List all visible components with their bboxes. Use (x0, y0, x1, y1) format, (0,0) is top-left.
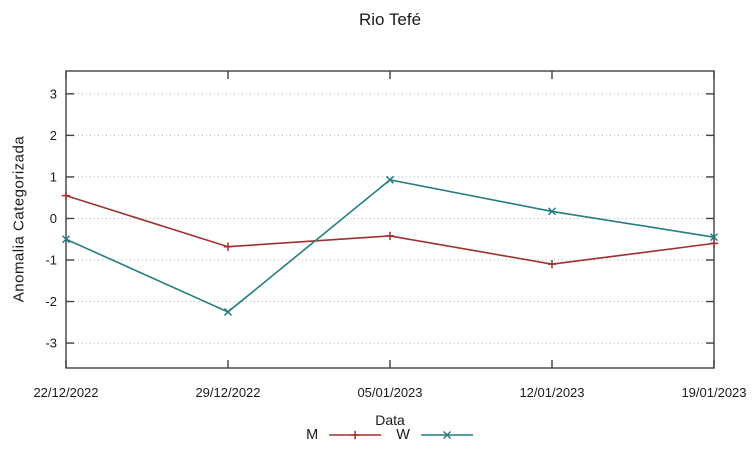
cross-marker-w (547, 207, 557, 216)
cross-line-sample-icon (420, 430, 473, 440)
y-tick-label: -2 (45, 294, 57, 309)
legend-label: M (306, 427, 319, 443)
cross-marker-w (709, 233, 719, 242)
x-tick-label: 12/01/2023 (519, 385, 584, 400)
x-tick-label: 19/01/2023 (681, 385, 746, 400)
series-line-w (65, 178, 715, 313)
series-line-m (65, 194, 715, 265)
x-tick-label: 29/12/2022 (195, 385, 260, 400)
y-tick-label: -1 (45, 253, 57, 268)
plus-marker-m (61, 191, 71, 200)
plus-marker-m (385, 231, 395, 241)
x-axis-label: Data (375, 412, 405, 428)
cross-marker-w (385, 175, 395, 184)
chart-title: Rio Tefé (358, 10, 422, 29)
legend-label: W (396, 427, 410, 443)
y-tick-label: 1 (50, 169, 57, 184)
y-tick-label: 0 (50, 211, 57, 226)
plus-marker-m (223, 242, 233, 251)
x-tick-label: 05/01/2023 (357, 385, 422, 400)
legend-entry-m: M (306, 428, 382, 442)
y-tick-label: 2 (50, 128, 57, 143)
plus-line-sample-icon (329, 430, 382, 440)
cross-marker-w (61, 235, 71, 244)
plus-marker-m (709, 239, 719, 248)
plot-border (65, 70, 715, 369)
y-tick-label: -3 (45, 336, 57, 351)
plus-marker-m (547, 259, 557, 269)
y-tick-label: 3 (50, 86, 57, 101)
cross-marker-w (223, 307, 233, 316)
legend-entry-w: W (396, 428, 474, 442)
x-tick-label: 22/12/2022 (33, 385, 98, 400)
